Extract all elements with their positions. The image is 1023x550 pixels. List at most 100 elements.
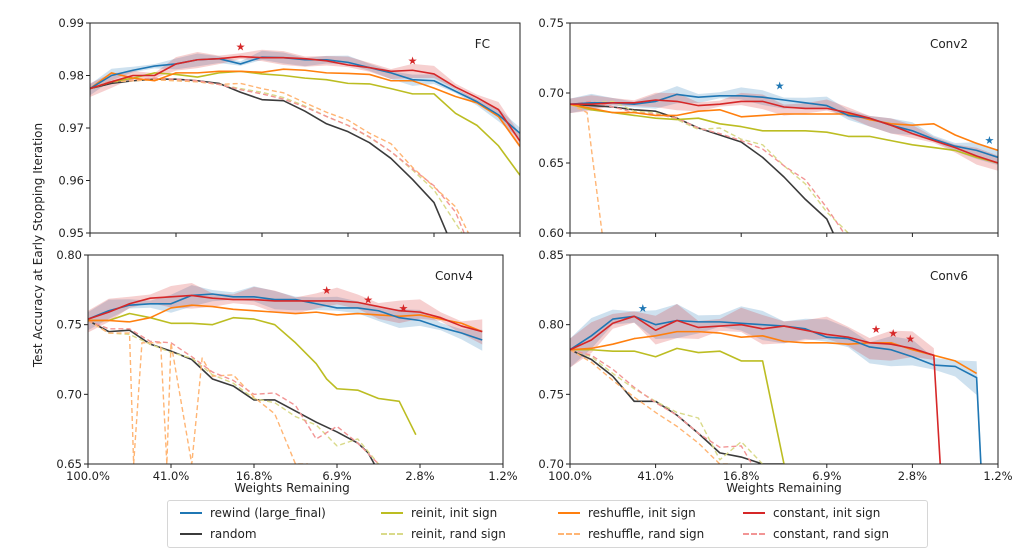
y-tick-label: 0.98	[58, 69, 84, 83]
y-tick-label: 0.80	[56, 248, 82, 262]
legend-swatch	[381, 533, 403, 535]
line-random	[570, 349, 784, 464]
line-random	[570, 103, 834, 233]
star-marker: ★	[408, 54, 418, 67]
x-axis-title-left: Weights Remaining	[234, 481, 350, 495]
legend-swatch	[180, 533, 202, 535]
axes-frame	[569, 254, 999, 465]
line-constant_init	[570, 99, 998, 164]
legend-item-reshuffle-init: reshuffle, init sign	[558, 504, 696, 522]
star-marker: ★	[871, 323, 881, 336]
panel-conv2: ★ ★ 0.60 0.65 0.70 0.75 Conv2	[538, 16, 999, 240]
line-reshuffle_init	[90, 68, 520, 147]
line-constant_init	[90, 55, 520, 142]
legend-label: reinit, rand sign	[411, 527, 506, 541]
legend-label: random	[210, 527, 257, 541]
y-tick-label: 0.97	[58, 121, 84, 135]
line-random	[90, 78, 448, 233]
line-constant_rand	[90, 77, 465, 233]
y-tick-label: 0.80	[538, 318, 564, 332]
y-tick-label: 0.70	[56, 387, 82, 401]
line-reinit_rand	[90, 78, 463, 233]
y-tick-label: 0.95	[58, 226, 84, 240]
band-constant_init	[88, 283, 483, 345]
y-tick-label: 0.65	[56, 457, 82, 471]
x-axis-title-right: Weights Remaining	[726, 481, 842, 495]
star-marker: ★	[905, 333, 915, 346]
star-marker: ★	[888, 327, 898, 340]
legend-swatch	[743, 533, 765, 535]
legend-item-reinit-rand: reinit, rand sign	[381, 525, 506, 543]
band-rewind	[88, 285, 483, 351]
plot-area	[570, 86, 998, 233]
star-marker: ★	[985, 134, 995, 147]
line-reinit_rand	[570, 349, 764, 464]
x-tick-label: 100.0%	[548, 469, 592, 483]
x-tick-label: 6.9%	[812, 469, 841, 483]
legend-item-reinit-init: reinit, init sign	[381, 504, 497, 522]
legend-item-rewind: rewind (large_final)	[180, 504, 326, 522]
line-reinit_rand	[88, 319, 380, 464]
legend-label: reinit, init sign	[411, 506, 498, 520]
line-reshuffle_init	[88, 304, 483, 333]
line-reshuffle_rand	[90, 78, 470, 233]
panel-fc: ★ ★ 0.95 0.96 0.97 0.98 0.99 FC	[58, 16, 521, 240]
legend-swatch	[558, 533, 580, 535]
line-reshuffle_init	[570, 330, 978, 375]
line-random	[88, 319, 376, 464]
line-rewind	[570, 93, 998, 159]
x-tick-label: 1.2%	[983, 469, 1012, 483]
legend-label: reshuffle, rand sign	[588, 527, 705, 541]
y-tick-label: 0.60	[538, 226, 564, 240]
panel-conv6: ★ ★ ★ ★ 0.70 0.75 0.80 0.85 100.0% 41.0% 16.8% 6.9%…	[538, 248, 1012, 483]
x-tick-label: 2.8%	[898, 469, 927, 483]
legend-swatch	[180, 512, 202, 514]
legend-item-reshuffle-rand: reshuffle, rand sign	[558, 525, 704, 543]
line-reshuffle_rand	[570, 103, 603, 233]
legend-label: reshuffle, init sign	[588, 506, 696, 520]
legend-item-constant-init: constant, init sign	[743, 504, 880, 522]
legend-label: constant, rand sign	[773, 527, 889, 541]
legend-label: rewind (large_final)	[210, 506, 326, 520]
line-reinit_init	[570, 103, 998, 164]
line-rewind	[90, 56, 520, 134]
legend: rewind (large_final)random reinit, init s…	[167, 500, 928, 548]
legend-item-constant-rand: constant, rand sign	[743, 525, 889, 543]
star-marker: ★	[363, 294, 373, 307]
x-tick-label: 16.8%	[723, 469, 760, 483]
axes-frame	[569, 22, 999, 234]
y-tick-label: 0.65	[538, 156, 564, 170]
axes-frame	[87, 254, 504, 465]
plot-area	[570, 303, 982, 464]
y-tick-label: 0.75	[538, 16, 564, 30]
x-tick-label: 16.8%	[236, 469, 273, 483]
x-tick-label: 2.8%	[405, 469, 434, 483]
plot-area	[88, 283, 483, 464]
line-constant_rand	[570, 349, 753, 464]
plot-area	[90, 49, 520, 233]
line-constant_rand	[570, 100, 845, 233]
panel-conv4: ★ ★ ★ 0.65 0.70 0.75 0.80 100.0% 41.0% 16.8% 6.9% 2…	[56, 248, 517, 483]
x-tick-label: 41.0%	[153, 469, 190, 483]
legend-label: constant, init sign	[773, 506, 881, 520]
legend-item-random: random	[180, 525, 257, 543]
band-constant_init	[570, 303, 941, 464]
line-reinit_init	[570, 347, 785, 464]
panel-title: FC	[475, 37, 490, 51]
x-tick-label: 41.0%	[637, 469, 674, 483]
x-tick-label: 6.9%	[322, 469, 351, 483]
line-reshuffle_rand	[570, 349, 731, 464]
line-constant_rand	[88, 319, 379, 464]
legend-swatch	[558, 512, 580, 514]
panel-title: Conv2	[930, 37, 968, 51]
y-tick-label: 0.96	[58, 174, 84, 188]
star-marker: ★	[236, 41, 246, 54]
band-constant_init	[570, 92, 998, 171]
line-constant_init	[570, 315, 942, 464]
y-tick-label: 0.75	[538, 387, 564, 401]
line-reshuffle_rand	[88, 319, 308, 464]
panel-title: Conv4	[435, 269, 473, 283]
y-axis-title: Test Accuracy at Early Stopping Iteratio…	[31, 123, 45, 368]
axes-frame	[89, 22, 521, 234]
y-tick-label: 0.85	[538, 248, 564, 262]
